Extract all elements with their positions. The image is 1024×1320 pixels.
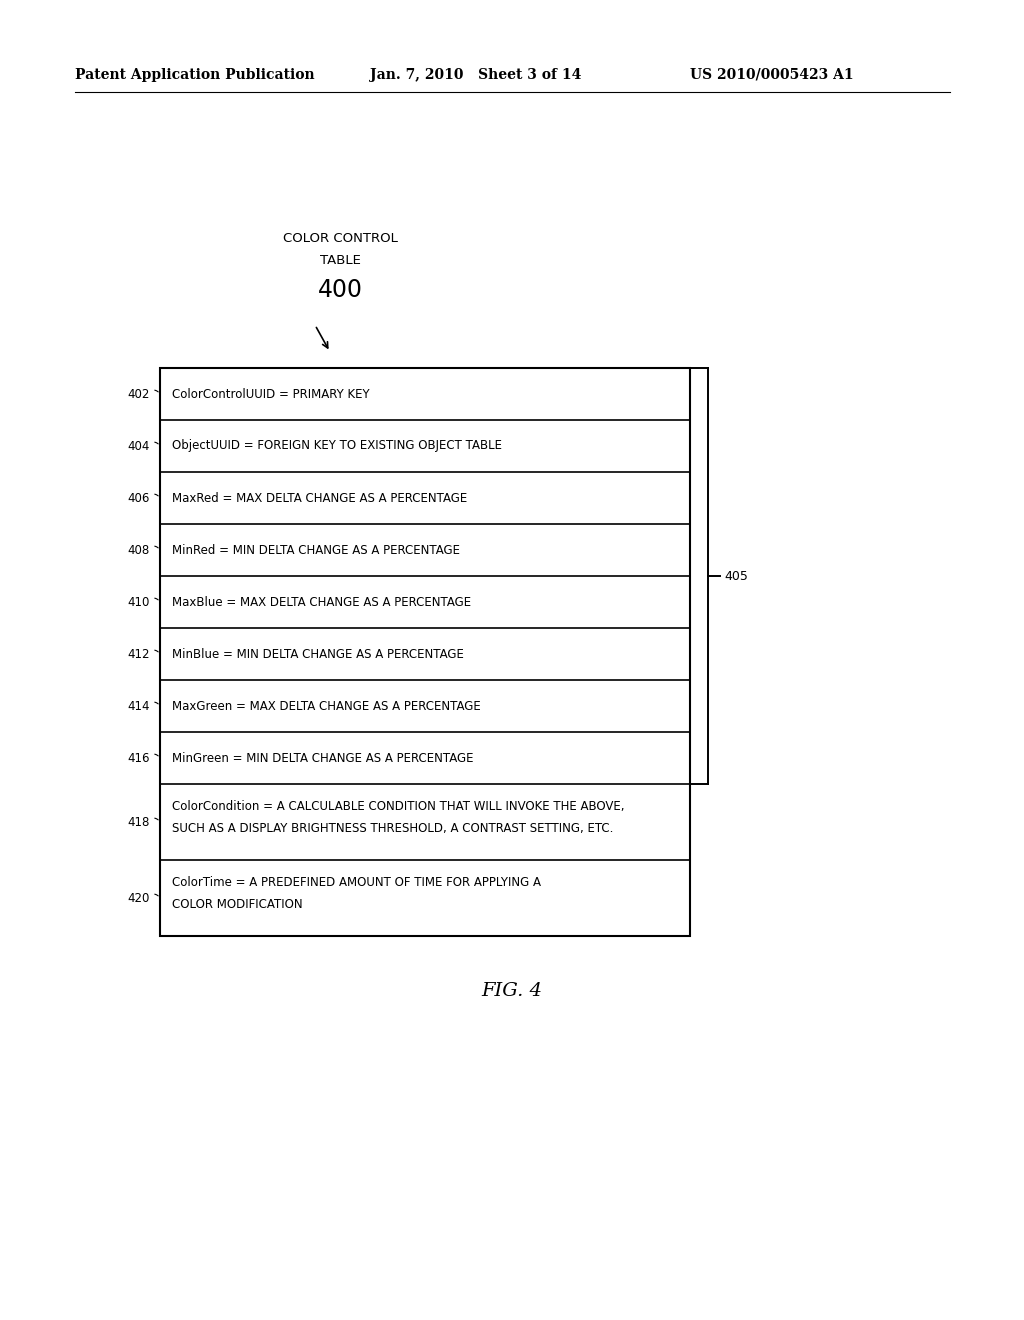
Text: MaxGreen = MAX DELTA CHANGE AS A PERCENTAGE: MaxGreen = MAX DELTA CHANGE AS A PERCENT… xyxy=(172,700,480,713)
Text: SUCH AS A DISPLAY BRIGHTNESS THRESHOLD, A CONTRAST SETTING, ETC.: SUCH AS A DISPLAY BRIGHTNESS THRESHOLD, … xyxy=(172,822,613,836)
Text: 410: 410 xyxy=(128,595,150,609)
Text: 404: 404 xyxy=(128,440,150,453)
Text: 406: 406 xyxy=(128,491,150,504)
Text: US 2010/0005423 A1: US 2010/0005423 A1 xyxy=(690,69,854,82)
Text: Jan. 7, 2010   Sheet 3 of 14: Jan. 7, 2010 Sheet 3 of 14 xyxy=(370,69,582,82)
Text: FIG. 4: FIG. 4 xyxy=(481,982,543,1001)
Text: MinRed = MIN DELTA CHANGE AS A PERCENTAGE: MinRed = MIN DELTA CHANGE AS A PERCENTAG… xyxy=(172,544,460,557)
Text: 412: 412 xyxy=(128,648,150,660)
Text: 400: 400 xyxy=(317,279,362,302)
Text: TABLE: TABLE xyxy=(319,253,360,267)
Text: 402: 402 xyxy=(128,388,150,400)
Text: ColorTime = A PREDEFINED AMOUNT OF TIME FOR APPLYING A: ColorTime = A PREDEFINED AMOUNT OF TIME … xyxy=(172,876,541,888)
Text: 405: 405 xyxy=(724,569,748,582)
Text: MinGreen = MIN DELTA CHANGE AS A PERCENTAGE: MinGreen = MIN DELTA CHANGE AS A PERCENT… xyxy=(172,751,473,764)
Text: MinBlue = MIN DELTA CHANGE AS A PERCENTAGE: MinBlue = MIN DELTA CHANGE AS A PERCENTA… xyxy=(172,648,464,660)
Text: 414: 414 xyxy=(128,700,150,713)
Text: ObjectUUID = FOREIGN KEY TO EXISTING OBJECT TABLE: ObjectUUID = FOREIGN KEY TO EXISTING OBJ… xyxy=(172,440,502,453)
Text: COLOR CONTROL: COLOR CONTROL xyxy=(283,231,397,244)
Text: 416: 416 xyxy=(128,751,150,764)
Text: 418: 418 xyxy=(128,816,150,829)
Text: MaxBlue = MAX DELTA CHANGE AS A PERCENTAGE: MaxBlue = MAX DELTA CHANGE AS A PERCENTA… xyxy=(172,595,471,609)
Text: MaxRed = MAX DELTA CHANGE AS A PERCENTAGE: MaxRed = MAX DELTA CHANGE AS A PERCENTAG… xyxy=(172,491,467,504)
Text: 420: 420 xyxy=(128,891,150,904)
Text: ColorCondition = A CALCULABLE CONDITION THAT WILL INVOKE THE ABOVE,: ColorCondition = A CALCULABLE CONDITION … xyxy=(172,800,625,813)
Text: Patent Application Publication: Patent Application Publication xyxy=(75,69,314,82)
Bar xyxy=(160,368,690,936)
Text: ColorControlUUID = PRIMARY KEY: ColorControlUUID = PRIMARY KEY xyxy=(172,388,370,400)
Text: COLOR MODIFICATION: COLOR MODIFICATION xyxy=(172,898,303,911)
Text: 408: 408 xyxy=(128,544,150,557)
